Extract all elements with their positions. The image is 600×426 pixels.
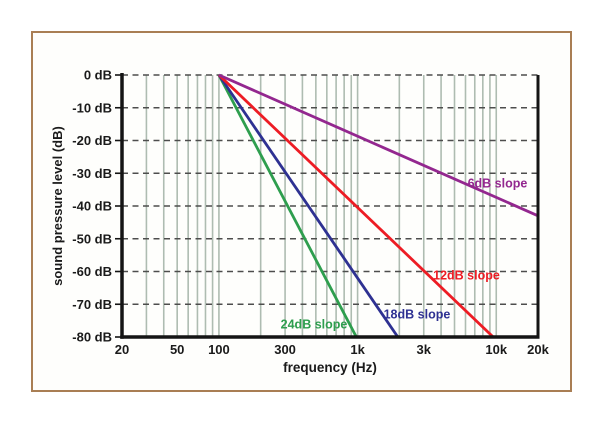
x-tick-labels: 20 50 100 300 1k 3k 10k 20k (115, 342, 550, 357)
y-tick-label: -20 dB (72, 133, 112, 148)
y-tick-label: -30 dB (72, 166, 112, 181)
x-tick-label: 100 (208, 342, 230, 357)
series-lines (217, 73, 539, 339)
x-tick-label: 300 (274, 342, 296, 357)
y-tick-label: -10 dB (72, 100, 112, 115)
x-axis-title: frequency (Hz) (283, 360, 377, 375)
horizontal-gridlines (122, 74, 538, 305)
x-tick-label: 20 (115, 342, 129, 357)
y-axis-title: sound pressure level (dB) (50, 126, 65, 286)
y-tick-label: -80 dB (72, 330, 112, 345)
series-labels: 6dB slope 12dB slope 18dB slope 24dB slope (281, 177, 528, 332)
series-label-6db-slope: 6dB slope (468, 177, 528, 191)
x-tick-label: 3k (417, 342, 432, 357)
series-line-6db-slope (218, 73, 539, 218)
x-tick-label: 1k (350, 342, 365, 357)
series-line-12db-slope (217, 73, 495, 339)
y-tick-labels: 0 dB -10 dB -20 dB -30 dB -40 dB -50 dB -60 dB… (72, 68, 112, 345)
series-label-18db-slope: 18dB slope (384, 308, 451, 322)
series-line-24db-slope (217, 74, 358, 338)
y-tick-label: -70 dB (72, 297, 112, 312)
x-tick-label: 20k (527, 342, 549, 357)
y-tick-label: -50 dB (72, 231, 112, 246)
y-tick-label: -40 dB (72, 199, 112, 214)
x-tick-label: 10k (485, 342, 507, 357)
axes (120, 73, 540, 339)
series-label-24db-slope: 24dB slope (281, 317, 348, 331)
y-tick-label: -60 dB (72, 264, 112, 279)
x-tick-label: 50 (170, 342, 184, 357)
y-tick-label: 0 dB (84, 68, 112, 83)
series-line-18db-slope (217, 74, 399, 338)
series-label-12db-slope: 12dB slope (433, 268, 500, 282)
